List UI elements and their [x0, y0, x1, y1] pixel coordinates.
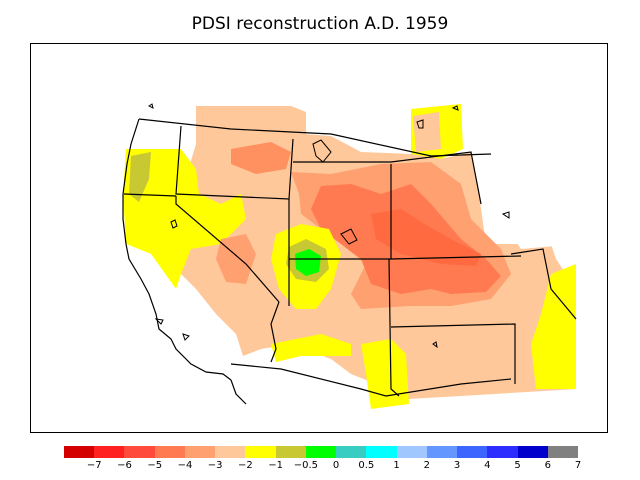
legend-swatch: [547, 446, 578, 458]
legend-swatch: [487, 446, 518, 458]
lake-powell: [340, 228, 358, 245]
border-ks-ok: [510, 248, 577, 320]
boundaries: [123, 118, 577, 397]
legend-swatch: [336, 446, 367, 458]
legend-swatch: [366, 446, 397, 458]
region-no-data-ne: [471, 134, 579, 249]
legend-tick-label: −5: [147, 460, 163, 471]
lake-south: [432, 341, 438, 349]
legend-swatch: [396, 446, 427, 458]
legend-tick-label: −7: [86, 460, 102, 471]
lake-ne2: [451, 105, 459, 111]
baja-coast: [230, 379, 247, 405]
legend-tick-label: −3: [207, 460, 223, 471]
legend-swatch: [275, 446, 306, 458]
border-or-ca: [123, 193, 177, 197]
region-moderate-dry-ne: [413, 112, 441, 152]
color-legend: [64, 446, 578, 458]
legend-swatch: [426, 446, 458, 458]
legend-swatch: [94, 446, 125, 458]
region-normal-central: [295, 249, 321, 276]
island-1: [154, 318, 164, 325]
legend-swatch: [124, 446, 155, 458]
legend-tick-label: 0: [332, 460, 340, 471]
legend-tick-label: 4: [484, 460, 491, 471]
map-title: PDSI reconstruction A.D. 1959: [191, 14, 449, 34]
border-wyoming: [293, 151, 482, 205]
region-near-normal-east: [531, 264, 576, 389]
region-no-data-nw: [306, 112, 361, 139]
legend-ticks: −7 −6 −5 −4 −3 −2 −1 −0.5 0 0.5 1 2 3 4 5 6 7: [64, 460, 582, 474]
border-az-nm: [388, 258, 400, 397]
legend-tick-label: 3: [453, 460, 461, 471]
region-near-normal-south: [361, 339, 409, 409]
island-2: [182, 333, 190, 341]
region-no-data-coast: [121, 244, 231, 374]
lake-east: [501, 211, 510, 219]
legend-tick-label: 2: [423, 460, 430, 471]
pdsi-map: [121, 103, 579, 414]
legend-swatch: [517, 446, 548, 458]
border-mexico: [230, 363, 512, 397]
legend-swatch: [154, 446, 185, 458]
border-canada: [138, 118, 492, 157]
legend-tick-label: −6: [117, 460, 132, 471]
legend-tick-label: 6: [544, 460, 551, 471]
map-frame: [30, 43, 608, 433]
legend-tick-label: −4: [177, 460, 193, 471]
lake-ne: [416, 119, 424, 129]
legend-swatch: [245, 446, 276, 458]
legend-tick-label: 5: [514, 460, 521, 471]
region-very-dry-west: [231, 142, 291, 174]
border-ca-nv: [175, 196, 280, 303]
legend-tick-label: 7: [574, 460, 582, 471]
great-salt-lake: [312, 139, 332, 163]
legend-tick-label: −2: [238, 460, 253, 471]
region-no-data-south: [231, 356, 371, 414]
border-nm-tx: [390, 323, 516, 384]
lake-nw: [148, 103, 154, 109]
coastline: [122, 118, 232, 381]
lake-tahoe: [170, 219, 178, 229]
region-slightly-dry-nw: [129, 152, 151, 202]
legend-swatch: [305, 446, 337, 458]
legend-tick-label: 0.5: [358, 460, 375, 471]
border-az-ca: [270, 301, 280, 363]
legend-swatch: [215, 446, 246, 458]
region-near-normal-nw: [123, 149, 246, 289]
legend-tick-label: 1: [393, 460, 400, 471]
legend-swatch: [457, 446, 488, 458]
legend-swatch: [184, 446, 216, 458]
legend-tick-label: −1: [268, 460, 284, 471]
region-very-dry-core: [371, 209, 481, 266]
region-near-normal-southwest: [271, 334, 351, 362]
legend-swatch: [64, 446, 95, 458]
border-idaho: [175, 125, 294, 200]
legend-tick-label: −0.5: [293, 460, 319, 471]
